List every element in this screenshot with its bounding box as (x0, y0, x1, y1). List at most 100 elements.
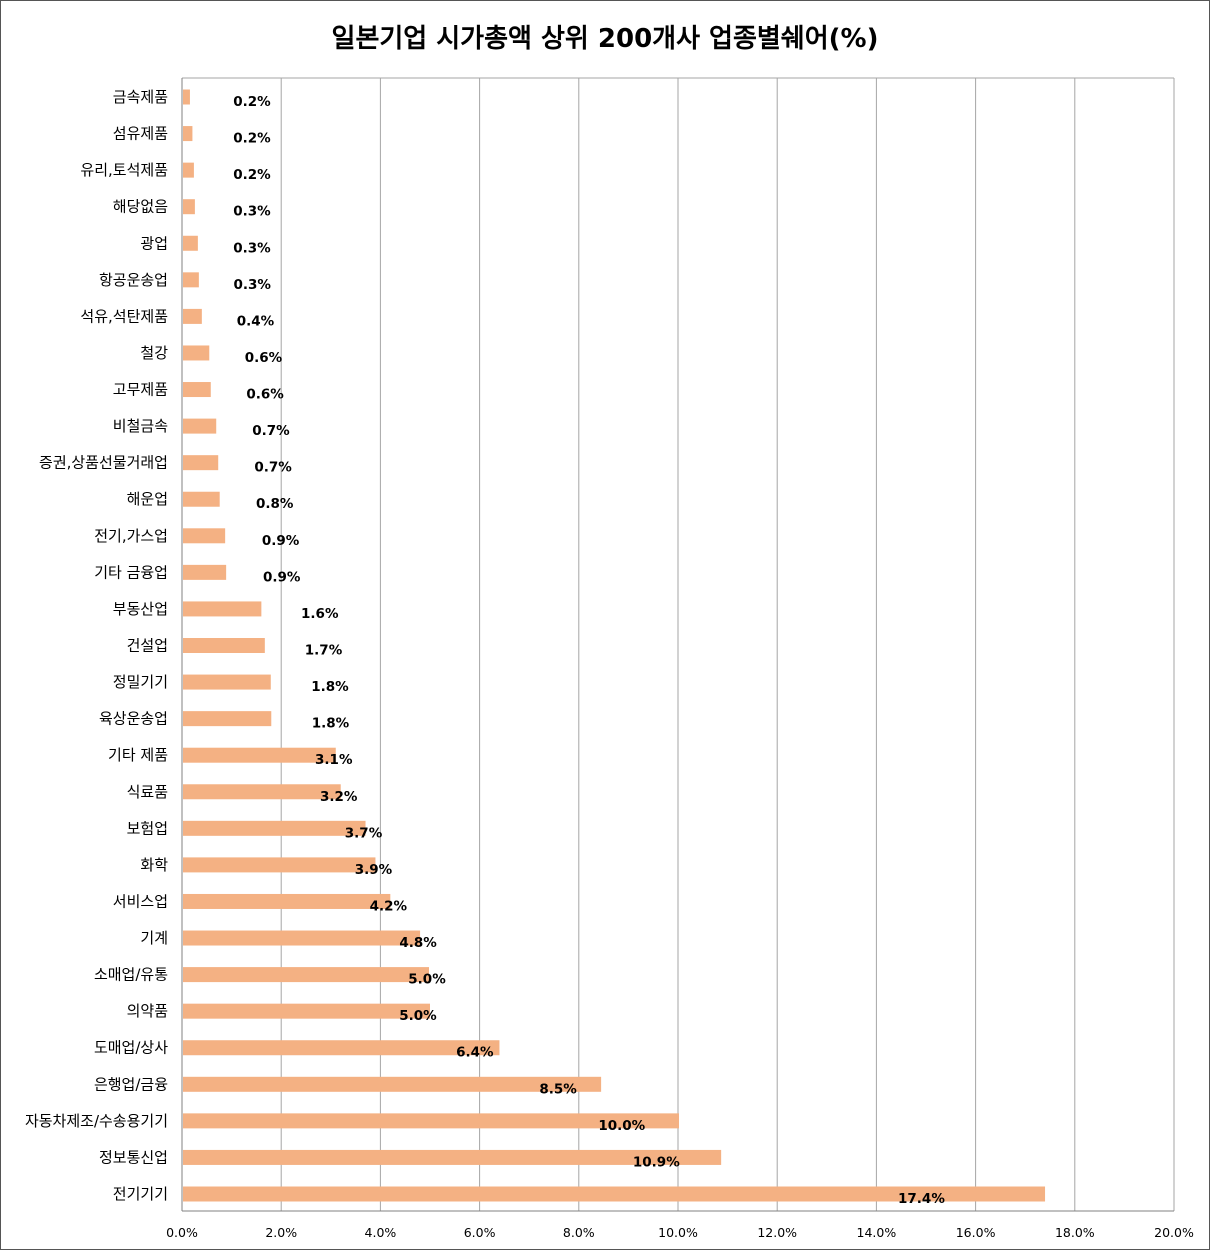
category-label: 자동차제조/수송용기기 (25, 1112, 168, 1130)
bar (183, 199, 195, 215)
bar (183, 308, 202, 324)
category-label: 기타 제품 (108, 746, 168, 764)
data-label: 10.0% (598, 1118, 645, 1134)
bar (183, 235, 198, 251)
category-label: 항공운송업 (99, 271, 168, 289)
bar (183, 564, 227, 580)
category-label: 전기기기 (113, 1185, 168, 1203)
bar (183, 930, 421, 946)
bar (183, 162, 194, 178)
bar (183, 747, 336, 763)
bar (183, 455, 219, 471)
category-label: 육상운송업 (99, 710, 168, 728)
category-label: 기계 (140, 929, 168, 947)
category-label: 식료품 (127, 783, 168, 801)
bar (183, 272, 199, 288)
data-label: 0.3% (233, 204, 271, 220)
data-label: 6.4% (456, 1045, 494, 1061)
chart-title: 일본기업 시가총액 상위 200개사 업종별쉐어(%) (332, 24, 879, 54)
data-label: 0.7% (252, 423, 290, 439)
category-label: 해운업 (127, 490, 168, 508)
data-label: 1.8% (311, 679, 349, 695)
category-label: 금속제품 (113, 88, 168, 106)
bar (183, 857, 376, 873)
data-label: 0.6% (246, 387, 284, 403)
category-label: 의약품 (127, 1002, 168, 1020)
bar (183, 382, 211, 398)
bar (183, 1076, 602, 1092)
bar (183, 1003, 430, 1019)
data-label: 4.8% (399, 935, 437, 951)
data-label: 0.9% (263, 569, 301, 585)
data-label: 4.2% (370, 898, 408, 914)
bar (183, 967, 430, 983)
x-tick-label: 14.0% (857, 1225, 897, 1240)
category-label: 유리,토석제품 (80, 161, 168, 179)
bar (183, 1186, 1046, 1202)
category-label: 전기,가스업 (94, 527, 168, 545)
x-axis-tick-labels: 0.0% 2.0% 4.0% 6.0% 8.0% 10.0% 12.0% 14.0% 16.0%… (166, 1225, 1194, 1240)
bar (183, 89, 190, 105)
category-label: 섬유제품 (113, 125, 168, 143)
data-label: 1.8% (312, 716, 350, 732)
data-label: 0.2% (233, 94, 271, 110)
data-label: 0.4% (237, 313, 275, 329)
data-label: 5.0% (408, 972, 446, 988)
data-label: 0.7% (254, 460, 292, 476)
data-label: 0.8% (256, 496, 294, 512)
category-label: 정밀기기 (113, 673, 168, 691)
bar (183, 126, 193, 142)
x-tick-label: 2.0% (265, 1225, 297, 1240)
x-tick-label: 4.0% (365, 1225, 397, 1240)
x-tick-label: 16.0% (956, 1225, 996, 1240)
category-label: 비철금속 (113, 417, 168, 435)
bars (183, 89, 1046, 1202)
data-label: 0.2% (233, 167, 271, 183)
x-tick-label: 10.0% (658, 1225, 698, 1240)
category-label: 철강 (140, 344, 168, 362)
x-tick-label: 12.0% (757, 1225, 797, 1240)
x-tick-label: 0.0% (166, 1225, 198, 1240)
category-label: 고무제품 (113, 381, 168, 399)
bar (183, 491, 220, 507)
data-label: 3.1% (315, 752, 353, 768)
data-label: 3.7% (345, 825, 383, 841)
data-labels: 0.2% 0.2% 0.2% 0.3% 0.3% 0.3% 0.4% 0.6% 0.6% 0.7%… (233, 94, 945, 1207)
grid-lines (182, 77, 1175, 1211)
category-labels: 금속제품섬유제품유리,토석제품해당없음광업항공운송업석유,석탄제품철강고무제품비… (25, 88, 168, 1203)
category-label: 보험업 (127, 819, 168, 837)
data-label: 3.9% (355, 862, 393, 878)
x-tick-label: 8.0% (563, 1225, 595, 1240)
data-label: 10.9% (633, 1154, 680, 1170)
bar (183, 418, 217, 434)
bar (183, 1149, 722, 1165)
category-label: 건설업 (127, 637, 168, 655)
x-tick-label: 18.0% (1055, 1225, 1095, 1240)
bar (183, 711, 272, 727)
category-label: 해당없음 (113, 198, 168, 216)
bar (183, 820, 366, 836)
bar (183, 1113, 679, 1129)
data-label: 0.3% (233, 277, 271, 293)
category-label: 석유,석탄제품 (80, 307, 168, 325)
data-label: 8.5% (539, 1081, 577, 1097)
category-label: 기타 금융업 (94, 563, 168, 581)
data-label: 5.0% (399, 1008, 437, 1024)
category-label: 도매업/상사 (94, 1039, 168, 1057)
category-label: 소매업/유통 (94, 966, 168, 984)
x-tick-label: 6.0% (464, 1225, 496, 1240)
category-label: 부동산업 (113, 600, 168, 618)
data-label: 17.4% (898, 1191, 945, 1207)
bar (183, 674, 271, 690)
bar (183, 345, 210, 361)
data-label: 0.9% (262, 533, 300, 549)
bar (183, 638, 265, 653)
data-label: 0.3% (233, 240, 271, 256)
bar (183, 601, 262, 617)
category-label: 서비스업 (113, 892, 168, 910)
x-tick-label: 20.0% (1154, 1225, 1194, 1240)
data-label: 1.7% (305, 643, 343, 659)
data-label: 1.6% (301, 606, 339, 622)
bar (183, 893, 391, 909)
